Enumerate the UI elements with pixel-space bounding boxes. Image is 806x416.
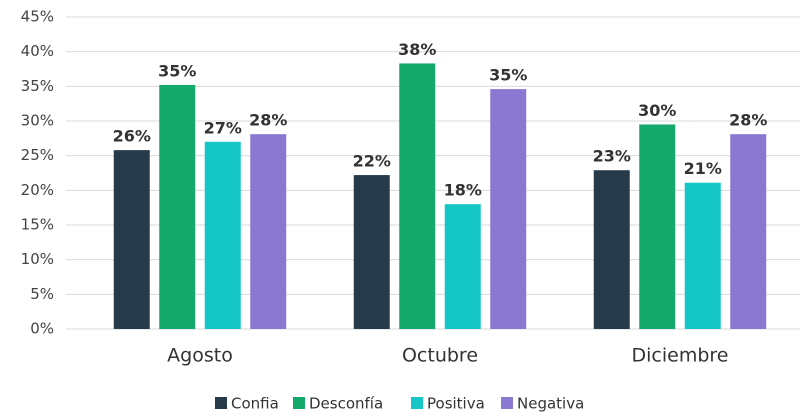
legend-label: Positiva — [427, 395, 485, 413]
y-tick-label: 25% — [21, 146, 54, 164]
data-label: 21% — [684, 159, 722, 178]
data-label: 35% — [489, 66, 527, 85]
data-label: 23% — [593, 147, 631, 166]
legend-swatch — [293, 397, 305, 409]
data-label: 18% — [444, 181, 482, 200]
bar — [353, 175, 390, 329]
y-tick-label: 45% — [21, 8, 54, 26]
legend-swatch — [215, 397, 227, 409]
y-tick-label: 30% — [21, 112, 54, 130]
y-tick-label: 40% — [21, 42, 54, 60]
bar — [444, 204, 481, 329]
bar — [490, 89, 527, 330]
bar — [250, 134, 287, 329]
data-label: 28% — [249, 111, 287, 130]
legend-label: Desconfía — [309, 395, 383, 413]
bar — [159, 84, 196, 330]
y-tick-label: 20% — [21, 181, 54, 199]
bar — [730, 134, 767, 329]
data-label: 22% — [353, 152, 391, 171]
data-label: 38% — [398, 40, 436, 59]
bar — [399, 63, 436, 329]
legend-label: Confia — [231, 395, 279, 413]
x-tick-label: Octubre — [402, 345, 478, 367]
bar — [593, 170, 630, 329]
y-tick-label: 35% — [21, 77, 54, 95]
y-tick-label: 15% — [21, 216, 54, 234]
x-tick-label: Agosto — [167, 345, 233, 367]
data-label: 28% — [729, 111, 767, 130]
data-label: 35% — [158, 61, 196, 80]
legend-swatch — [411, 397, 423, 409]
y-tick-label: 0% — [30, 320, 54, 338]
data-label: 27% — [204, 118, 242, 137]
data-label: 30% — [638, 101, 676, 120]
legend-swatch — [501, 397, 513, 409]
bar — [639, 124, 676, 329]
data-label: 26% — [113, 127, 151, 146]
bar — [204, 141, 241, 329]
bar — [684, 182, 721, 329]
x-tick-label: Diciembre — [632, 345, 729, 367]
legend-label: Negativa — [517, 395, 584, 413]
y-tick-label: 10% — [21, 250, 54, 268]
y-tick-label: 5% — [30, 285, 54, 303]
bar — [113, 150, 150, 329]
